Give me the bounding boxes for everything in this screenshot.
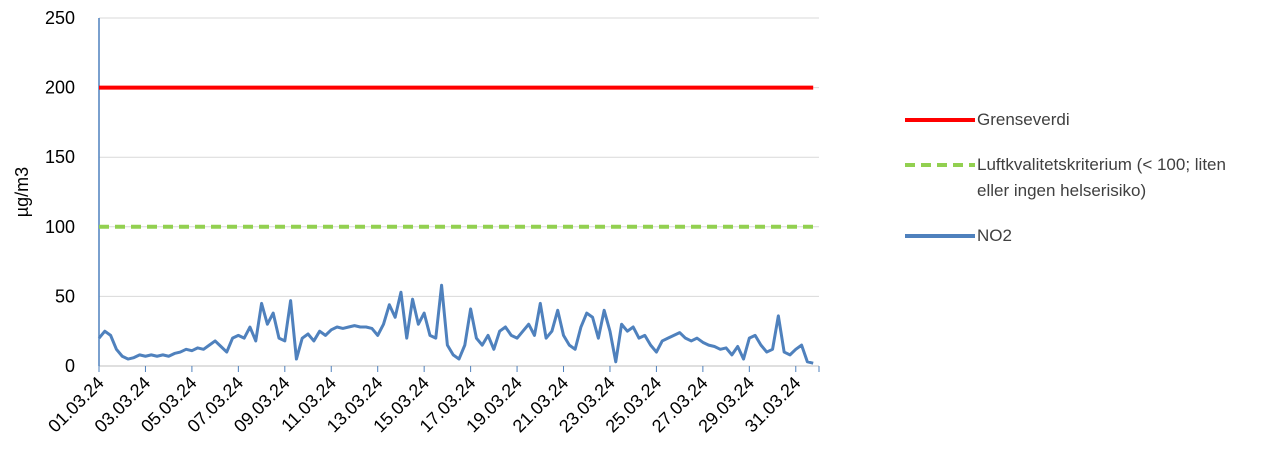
legend-swatch (905, 155, 977, 175)
legend-swatch (905, 226, 977, 246)
y-tick-label: 100 (45, 217, 75, 237)
legend-item: Grenseverdi (905, 110, 1265, 133)
legend-item: NO2 (905, 226, 1265, 249)
y-tick-label: 150 (45, 147, 75, 167)
legend-swatch (905, 110, 977, 130)
legend-label: NO2 (977, 226, 1012, 245)
legend-swatch-graphic (905, 163, 975, 167)
legend-swatch-graphic (905, 234, 975, 238)
legend: Grenseverdi Luftkvalitetskriterium (< 100… (905, 110, 1265, 271)
legend-label: Grenseverdi (977, 110, 1070, 129)
legend-item: Luftkvalitetskriterium (< 100; liten ell… (905, 155, 1265, 204)
legend-swatch-graphic (905, 118, 975, 122)
y-tick-label: 200 (45, 78, 75, 98)
series-line (97, 283, 814, 365)
legend-label: Luftkvalitetskriterium (< 100; liten ell… (977, 155, 1226, 200)
y-tick-label: 250 (45, 8, 75, 28)
y-tick-label: 50 (55, 286, 75, 306)
y-tick-label: 0 (65, 356, 75, 376)
y-axis-label: µg/m3 (12, 167, 32, 217)
